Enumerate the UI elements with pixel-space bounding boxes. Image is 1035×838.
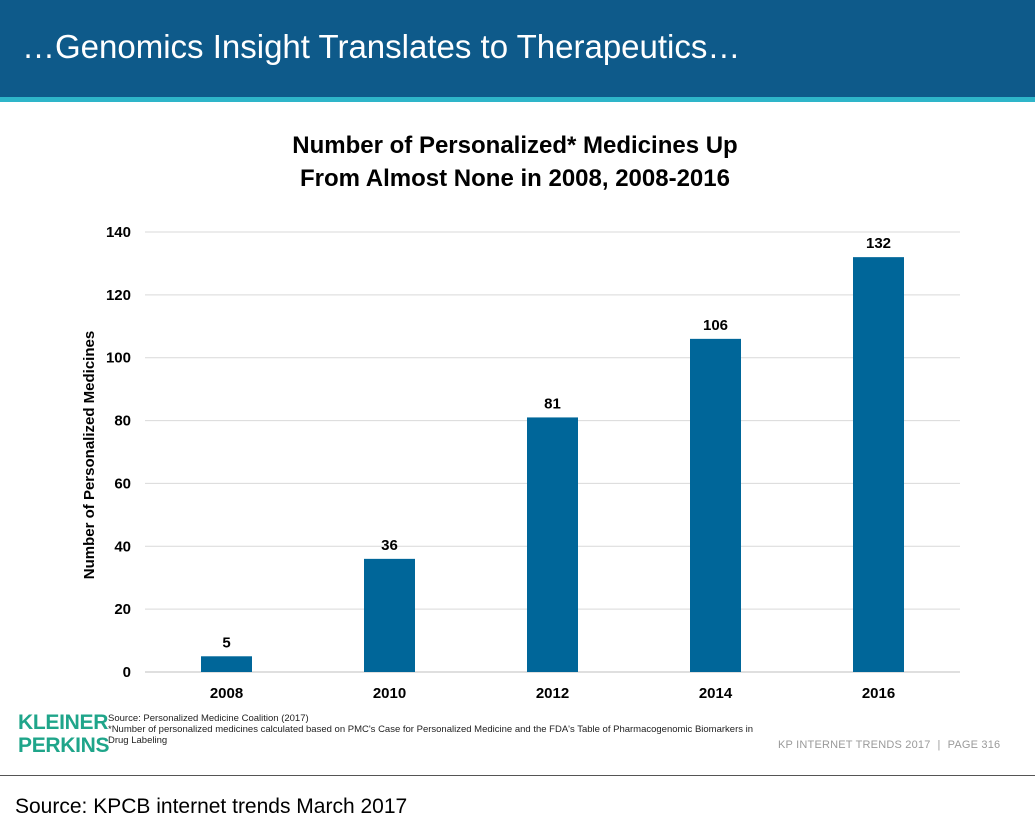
bar-2014 <box>690 338 741 672</box>
slide-header: …Genomics Insight Translates to Therapeu… <box>0 0 1035 97</box>
source-text: Source: Personalized Medicine Coalition … <box>108 713 309 724</box>
y-tick-labels: 0 20 40 60 80 100 120 140 <box>106 224 131 681</box>
x-tick-label: 2010 <box>373 685 406 702</box>
page-number: PAGE 316 <box>947 739 1001 751</box>
slide-title: …Genomics Insight Translates to Therapeu… <box>22 28 741 65</box>
page-footer: KP INTERNET TRENDS 2017 | PAGE 316 <box>778 739 1000 751</box>
y-tick-label: 100 <box>106 350 131 367</box>
bar-2010 <box>364 558 415 672</box>
data-label: 132 <box>866 235 891 252</box>
y-tick-label: 140 <box>106 224 131 241</box>
y-axis-title: Number of Personalized Medicines <box>81 331 98 579</box>
bar-2016 <box>853 257 904 672</box>
data-label: 5 <box>222 634 230 651</box>
caption-divider <box>0 775 1035 776</box>
data-labels: 5 36 81 106 132 <box>222 235 891 651</box>
y-tick-label: 0 <box>123 664 131 681</box>
bar-chart: Number of Personalized* Medicines Up Fro… <box>81 132 960 702</box>
chart-title-line-2: From Almost None in 2008, 2008-2016 <box>300 165 730 192</box>
logo-line-2: PERKINS <box>18 734 110 757</box>
bars <box>201 257 904 672</box>
footer-separator: | <box>937 739 941 751</box>
y-tick-label: 40 <box>114 538 131 555</box>
y-tick-label: 60 <box>114 475 131 492</box>
chart-title-line-1: Number of Personalized* Medicines Up <box>292 132 737 159</box>
x-tick-label: 2014 <box>699 685 733 702</box>
gridlines <box>145 231 960 673</box>
source-notes: Source: Personalized Medicine Coalition … <box>108 713 758 746</box>
header-accent-rule <box>0 97 1035 102</box>
y-tick-label: 120 <box>106 287 131 304</box>
bar-2012 <box>527 417 578 672</box>
data-label: 81 <box>544 395 561 412</box>
data-label: 106 <box>703 317 728 334</box>
bar-2008 <box>201 656 252 672</box>
kleiner-perkins-logo: KLEINER PERKINS <box>18 711 110 757</box>
logo-line-1: KLEINER <box>18 711 109 734</box>
data-label: 36 <box>381 537 398 554</box>
x-tick-label: 2012 <box>536 685 569 702</box>
x-tick-label: 2016 <box>862 685 895 702</box>
image-caption: Source: KPCB internet trends March 2017 <box>15 795 408 818</box>
footnote-text: *Number of personalized medicines calcul… <box>108 724 754 746</box>
x-tick-labels: 2008 2010 2012 2014 2016 <box>210 685 895 702</box>
y-tick-label: 20 <box>114 601 131 618</box>
y-tick-label: 80 <box>114 413 131 430</box>
x-tick-label: 2008 <box>210 685 243 702</box>
report-name: KP INTERNET TRENDS 2017 <box>778 739 931 751</box>
